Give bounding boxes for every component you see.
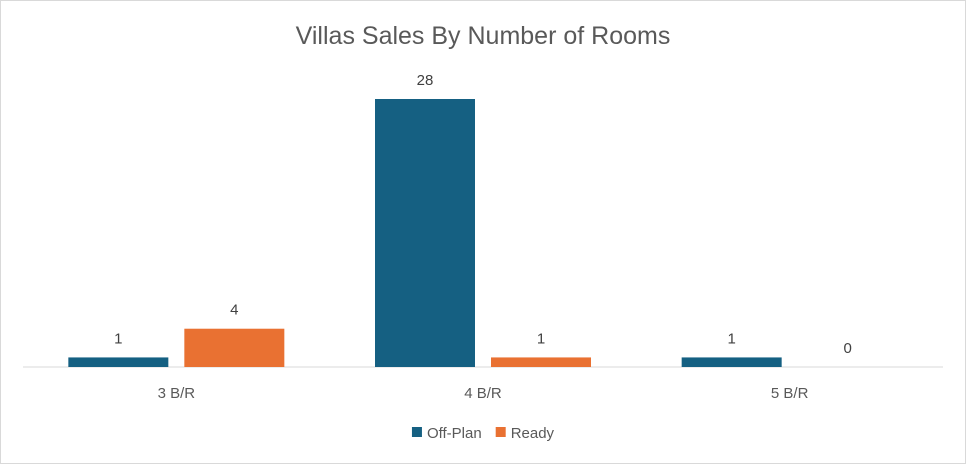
data-label-ready-3-b-r: 4: [230, 302, 238, 319]
x-tick-label-4-b-r: 4 B/R: [464, 385, 502, 402]
bar-ready-3-b-r: [184, 328, 285, 367]
bar-off-plan-4-b-r: [375, 99, 475, 367]
legend-swatch-off-plan: [411, 427, 422, 437]
legend-item-ready: Ready: [495, 425, 555, 442]
chart-title: Villas Sales By Number of Rooms: [296, 22, 671, 50]
data-labels-group: 1 4 28 1 1 0: [114, 72, 852, 357]
data-label-off-plan-3-b-r: 1: [114, 330, 122, 347]
legend-label-off-plan: Off-Plan: [427, 425, 482, 442]
legend: Off-Plan Ready: [411, 425, 555, 442]
x-tick-label-5-b-r: 5 B/R: [771, 385, 809, 402]
x-tick-label-3-b-r: 3 B/R: [158, 385, 196, 402]
x-tick-labels-group: 3 B/R 4 B/R 5 B/R: [158, 385, 809, 402]
bars-group: [68, 99, 782, 367]
legend-item-off-plan: Off-Plan: [411, 425, 482, 442]
bar-ready-4-b-r: [491, 357, 591, 367]
bar-off-plan-3-b-r: [68, 357, 169, 367]
data-label-ready-4-b-r: 1: [537, 330, 545, 347]
bar-off-plan-5-b-r: [681, 357, 782, 367]
legend-label-ready: Ready: [511, 425, 555, 442]
data-label-off-plan-5-b-r: 1: [727, 330, 735, 347]
legend-swatch-ready: [495, 427, 506, 437]
data-label-ready-5-b-r: 0: [843, 340, 851, 357]
data-label-off-plan-4-b-r: 28: [417, 72, 434, 89]
